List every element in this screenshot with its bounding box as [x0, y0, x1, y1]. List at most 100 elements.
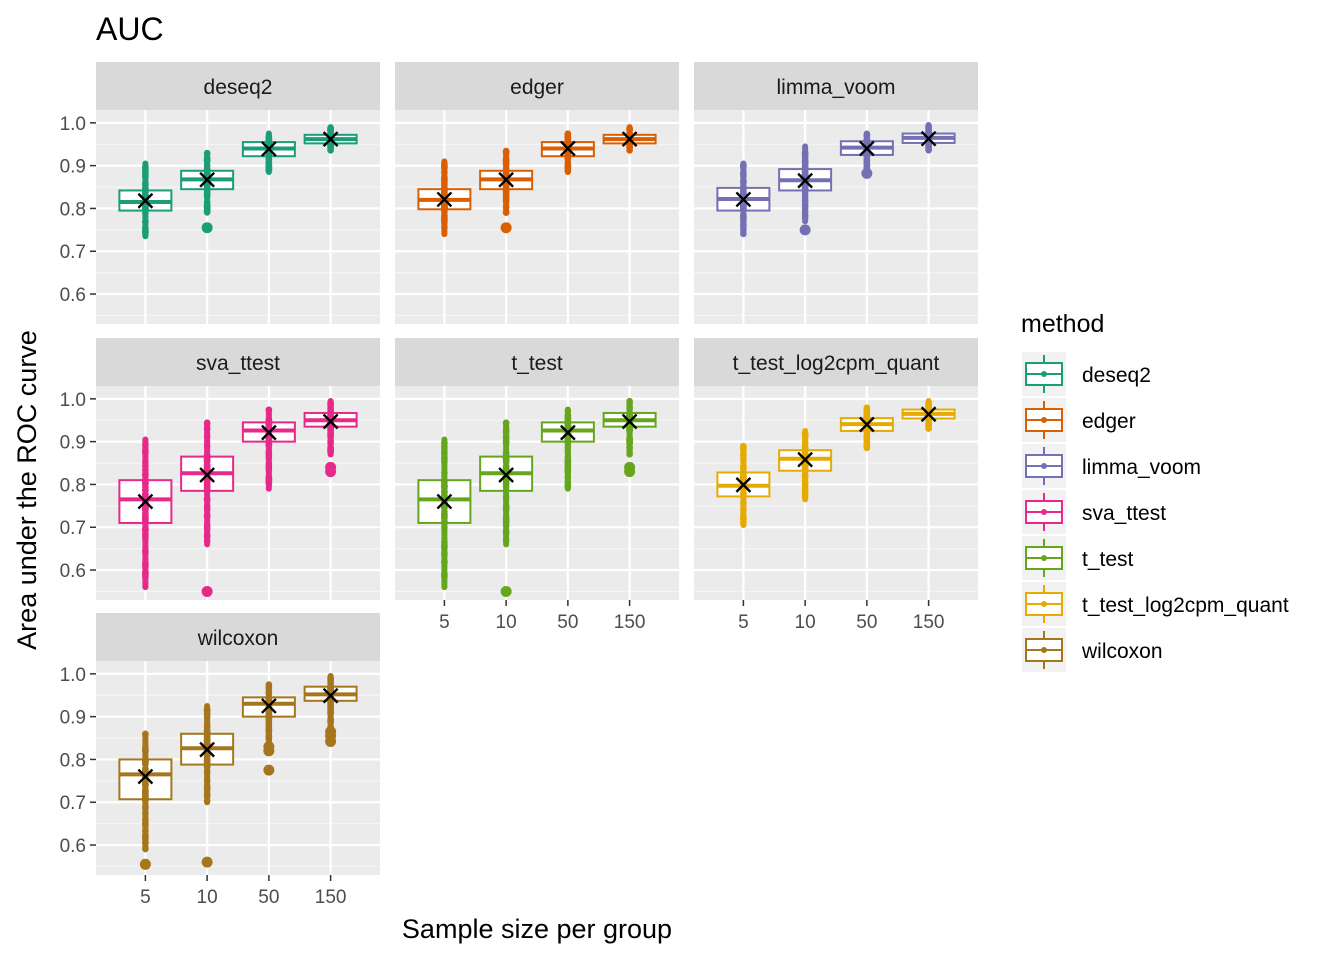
y-tick-label: 0.9 [60, 433, 86, 454]
y-tick-label: 1.0 [60, 114, 86, 135]
data-point [441, 189, 448, 197]
legend-key-point [1041, 463, 1047, 469]
x-tick-label: 10 [197, 887, 218, 908]
data-point [203, 751, 211, 759]
data-point [203, 734, 211, 742]
facet-label: limma_voom [776, 76, 895, 99]
mean-marker [498, 171, 514, 188]
mean-marker [322, 687, 339, 704]
outlier-point [624, 466, 636, 478]
mean-marker [436, 191, 453, 208]
mean-marker [560, 424, 576, 441]
mean-marker [261, 141, 277, 157]
data-point [502, 185, 510, 193]
panel-limma_voom: limma_voom [694, 62, 978, 324]
mean-marker [797, 172, 813, 189]
panel-t_test: t_test 5 10 50 150 [395, 338, 679, 633]
box-wilcoxon-5 [118, 730, 173, 870]
box-t_test-50 [540, 406, 595, 492]
data-point [327, 684, 334, 691]
outlier-point [201, 856, 213, 868]
mean-marker [322, 131, 339, 147]
x-tick-label: 10 [496, 612, 517, 633]
x-tick-label: 50 [856, 612, 877, 633]
x-tick-label: 5 [140, 887, 151, 908]
data-point [801, 166, 809, 173]
data-point [564, 437, 572, 445]
data-point [265, 421, 273, 428]
y-tick-label: 0.8 [60, 750, 86, 771]
box-t_test_log2cpm_quant-50 [839, 404, 894, 452]
mean-marker [920, 406, 937, 423]
data-point [265, 438, 273, 445]
y-tick-label: 0.6 [60, 836, 86, 857]
box-deseq2-10 [180, 149, 235, 234]
data-point [863, 426, 871, 434]
data-point [142, 766, 149, 773]
chart-title: AUC [96, 11, 164, 47]
panel-sva_ttest: sva_ttest 0.6 0.7 0.8 0.9 1.0 [60, 338, 380, 600]
outlier-point [861, 167, 873, 179]
facet-panels: deseq2 0.6 0.7 0.8 0.9 1.0 edger limma_voom sva_… [60, 62, 978, 908]
data-point [502, 483, 510, 491]
mean-marker [859, 140, 875, 157]
x-tick-label: 150 [614, 612, 646, 633]
data-point [502, 455, 510, 462]
facet-label: sva_ttest [196, 352, 280, 375]
data-point [740, 490, 747, 498]
outlier-point [263, 764, 275, 776]
y-tick-label: 0.9 [60, 157, 86, 178]
y-axis-title: Area under the ROC curve [12, 330, 42, 650]
facet-label: wilcoxon [197, 627, 279, 650]
box-limma_voom-150 [901, 121, 956, 154]
mean-marker [261, 698, 277, 714]
mean-marker [199, 467, 215, 483]
data-point [203, 485, 211, 492]
box-deseq2-5 [118, 160, 173, 240]
facet-strip [395, 338, 679, 386]
outlier-point [201, 222, 213, 234]
box-t_test_log2cpm_quant-150 [901, 397, 956, 432]
data-point [441, 202, 448, 209]
box-wilcoxon-50 [241, 681, 296, 776]
panel-edger: edger [395, 62, 679, 324]
box-deseq2-50 [241, 130, 296, 176]
legend-label: edger [1082, 410, 1136, 433]
box-sva_ttest-150 [303, 397, 358, 478]
facet-strip [96, 62, 380, 110]
y-tick-label: 0.6 [60, 285, 86, 306]
data-point [142, 483, 149, 491]
x-tick-label: 50 [557, 612, 578, 633]
facet-label: t_test [511, 352, 563, 375]
data-point [740, 471, 747, 478]
outlier-point [500, 222, 512, 234]
box-t_test_log2cpm_quant-10 [778, 427, 833, 503]
mean-marker [859, 416, 875, 433]
facet-strip [96, 613, 380, 661]
facet-strip [694, 62, 978, 110]
mean-marker [137, 192, 154, 209]
data-point [441, 503, 448, 510]
data-point [441, 510, 448, 518]
outlier-point [500, 585, 512, 597]
mean-marker [735, 191, 752, 208]
legend-label: sva_ttest [1082, 502, 1166, 525]
box-limma_voom-10 [778, 143, 833, 236]
outlier-point [325, 466, 337, 478]
mean-marker [797, 451, 813, 468]
data-point [142, 477, 149, 484]
data-point [142, 758, 149, 766]
facet-label: t_test_log2cpm_quant [733, 352, 940, 375]
data-point [740, 202, 747, 210]
x-axis-title: Sample size per group [402, 914, 672, 944]
box-edger-10 [479, 147, 534, 234]
data-point [626, 423, 633, 430]
panel-t_test_log2cpm_quant: t_test_log2cpm_quant 5 10 50 150 [694, 338, 978, 633]
legend-label: wilcoxon [1081, 640, 1163, 663]
y-tick-label: 0.6 [60, 561, 86, 582]
facet-strip [395, 62, 679, 110]
y-tick-label: 0.7 [60, 518, 86, 539]
box-t_test-5 [417, 436, 472, 591]
data-point [801, 172, 809, 179]
